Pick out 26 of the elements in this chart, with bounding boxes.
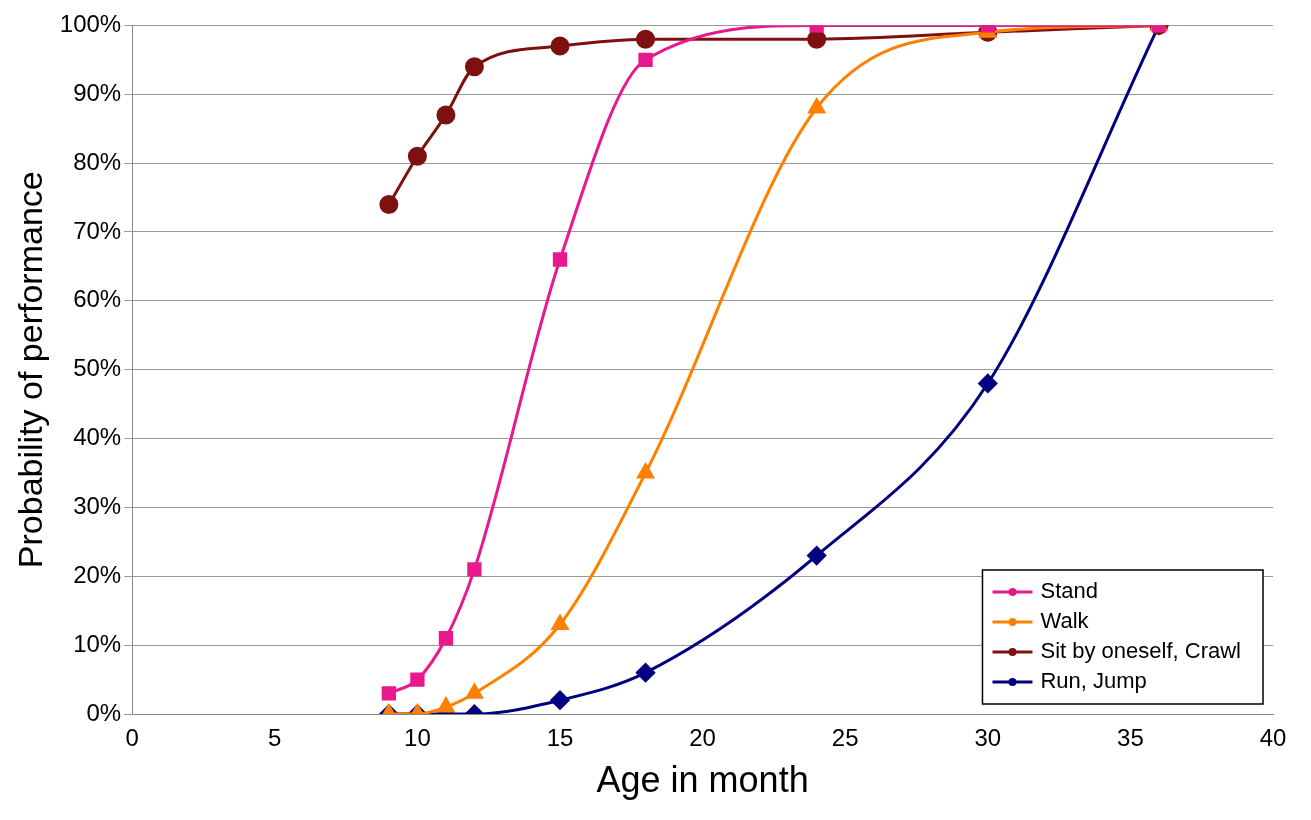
y-tick-label: 90% [73,78,122,106]
x-tick-label: 25 [831,724,859,752]
legend-label: Walk [1040,608,1090,634]
y-tick-label: 10% [73,629,122,657]
x-tick-label: 0 [125,724,139,752]
y-tick-label: 0% [86,698,122,726]
x-tick-label: 40 [1259,724,1287,752]
y-axis-title: Probability of performance [10,171,49,569]
x-tick-label: 10 [404,724,431,752]
x-tick-label: 30 [974,724,1002,752]
y-tick-label: 70% [73,216,122,244]
legend-label: Sit by oneself, Crawl [1040,638,1242,664]
y-tick-label: 50% [73,354,122,382]
x-tick-label: 15 [546,724,574,752]
x-tick-label: 20 [689,724,716,752]
legend-label: Stand [1040,578,1098,604]
x-tick-label: 5 [268,724,282,752]
x-tick-label: 35 [1117,724,1144,752]
y-tick-label: 20% [73,560,122,588]
y-tick-label: 80% [73,147,122,175]
y-tick-label: 30% [73,492,122,520]
y-tick-label: 40% [73,423,122,451]
x-axis-title: Age in month [596,759,809,801]
y-tick-label: 60% [73,285,122,313]
y-tick-label: 100% [59,10,122,38]
legend-label: Run, Jump [1040,668,1147,694]
